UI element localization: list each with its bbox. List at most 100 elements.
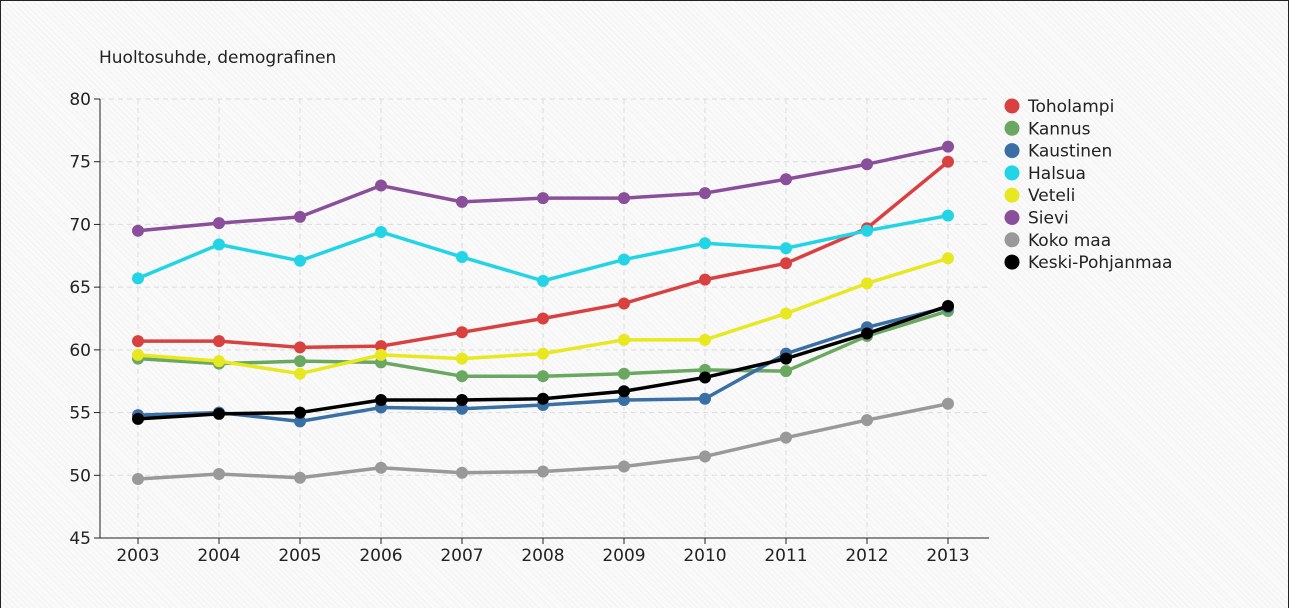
data-point-keski-pohjanmaa xyxy=(780,352,792,365)
axes: 45 50 55 60 65 70 75 80 2003 2004 2005 2006 2007 2008… xyxy=(69,90,989,566)
legend-label-sievi: Sievi xyxy=(1028,209,1069,229)
x-tick-label: 2010 xyxy=(683,546,726,566)
y-tick-label: 60 xyxy=(69,341,91,361)
x-tick-label: 2012 xyxy=(845,546,888,566)
data-point-koko-maa xyxy=(213,468,225,481)
data-point-kannus xyxy=(294,355,306,368)
data-point-koko-maa xyxy=(294,471,306,484)
x-tick-label: 2011 xyxy=(764,546,807,566)
data-point-veteli xyxy=(699,333,711,346)
series-keski-pohjanmaa xyxy=(132,299,954,425)
data-point-halsua xyxy=(213,238,225,251)
data-point-koko-maa xyxy=(780,431,792,444)
data-point-halsua xyxy=(294,254,306,267)
data-point-toholampi xyxy=(537,312,549,325)
legend-label-koko-maa: Koko maa xyxy=(1028,231,1111,251)
data-point-halsua xyxy=(780,242,792,255)
x-tick-label: 2013 xyxy=(926,546,969,566)
legend-marker-veteli xyxy=(1004,187,1020,203)
legend-item-veteli: Veteli xyxy=(1004,186,1075,206)
legend-label-veteli: Veteli xyxy=(1028,186,1075,206)
data-point-toholampi xyxy=(375,340,387,353)
legend-item-kannus: Kannus xyxy=(1004,119,1091,139)
data-point-toholampi xyxy=(456,326,468,339)
y-tick-label: 45 xyxy=(69,529,91,549)
data-point-veteli xyxy=(780,307,792,320)
data-point-kannus xyxy=(618,367,630,380)
data-point-veteli xyxy=(618,333,630,346)
data-point-veteli xyxy=(375,348,387,361)
data-point-keski-pohjanmaa xyxy=(699,371,711,384)
legend-marker-halsua xyxy=(1004,165,1020,181)
data-point-kaustinen xyxy=(699,392,711,405)
data-point-keski-pohjanmaa xyxy=(456,394,468,407)
legend-item-halsua: Halsua xyxy=(1004,164,1086,184)
data-point-sievi xyxy=(456,195,468,208)
legend-label-halsua: Halsua xyxy=(1028,164,1086,184)
data-point-kannus xyxy=(537,370,549,383)
data-point-toholampi xyxy=(294,341,306,354)
data-point-keski-pohjanmaa xyxy=(132,412,144,425)
data-point-koko-maa xyxy=(537,465,549,478)
data-point-veteli xyxy=(456,352,468,365)
data-point-koko-maa xyxy=(618,460,630,473)
x-tick-label: 2004 xyxy=(197,546,240,566)
data-point-sievi xyxy=(537,192,549,205)
data-point-halsua xyxy=(699,237,711,250)
data-point-koko-maa xyxy=(942,397,954,410)
data-point-koko-maa xyxy=(861,414,873,427)
legend-label-keski-pohjanmaa: Keski-Pohjanmaa xyxy=(1028,253,1172,273)
data-point-keski-pohjanmaa xyxy=(942,299,954,312)
y-tick-label: 70 xyxy=(69,215,91,235)
legend-label-kannus: Kannus xyxy=(1028,119,1091,139)
data-point-toholampi xyxy=(132,335,144,348)
legend-marker-sievi xyxy=(1004,210,1020,225)
series-halsua xyxy=(132,209,954,287)
data-point-halsua xyxy=(942,209,954,222)
data-point-kannus xyxy=(780,365,792,378)
y-tick-label: 75 xyxy=(69,153,91,173)
data-point-keski-pohjanmaa xyxy=(537,392,549,405)
legend-marker-keski-pohjanmaa xyxy=(1004,254,1020,270)
data-point-veteli xyxy=(537,347,549,360)
data-point-halsua xyxy=(618,253,630,266)
legend-marker-kannus xyxy=(1004,120,1020,136)
legend-item-koko-maa: Koko maa xyxy=(1004,231,1111,251)
data-point-kaustinen xyxy=(456,402,468,415)
legend-item-toholampi: Toholampi xyxy=(1004,97,1114,117)
data-point-sievi xyxy=(213,217,225,230)
data-point-halsua xyxy=(861,224,873,237)
data-point-koko-maa xyxy=(132,473,144,486)
y-tick-label: 80 xyxy=(69,90,91,110)
data-point-toholampi xyxy=(942,155,954,168)
data-point-sievi xyxy=(861,158,873,171)
x-tick-label: 2005 xyxy=(278,546,321,566)
y-tick-label: 55 xyxy=(69,404,91,424)
y-tick-label: 50 xyxy=(69,466,91,486)
data-point-halsua xyxy=(375,225,387,238)
series-lines xyxy=(132,140,954,486)
x-tick-label: 2008 xyxy=(521,546,564,566)
data-point-veteli xyxy=(213,355,225,368)
legend-item-keski-pohjanmaa: Keski-Pohjanmaa xyxy=(1004,253,1172,273)
legend-label-kaustinen: Kaustinen xyxy=(1028,142,1112,162)
data-point-halsua xyxy=(132,272,144,285)
data-point-keski-pohjanmaa xyxy=(861,327,873,340)
data-point-halsua xyxy=(456,251,468,264)
series-koko-maa xyxy=(132,397,954,486)
x-tick-label: 2003 xyxy=(116,546,159,566)
data-point-keski-pohjanmaa xyxy=(213,407,225,420)
legend-item-kaustinen: Kaustinen xyxy=(1004,142,1112,162)
data-point-keski-pohjanmaa xyxy=(618,385,630,398)
data-point-kannus xyxy=(456,370,468,383)
data-point-koko-maa xyxy=(375,461,387,474)
data-point-sievi xyxy=(942,140,954,153)
legend-label-toholampi: Toholampi xyxy=(1027,97,1114,117)
legend-item-sievi: Sievi xyxy=(1004,209,1069,229)
data-point-toholampi xyxy=(618,297,630,310)
y-tick-label: 65 xyxy=(69,278,91,298)
data-point-koko-maa xyxy=(456,466,468,479)
